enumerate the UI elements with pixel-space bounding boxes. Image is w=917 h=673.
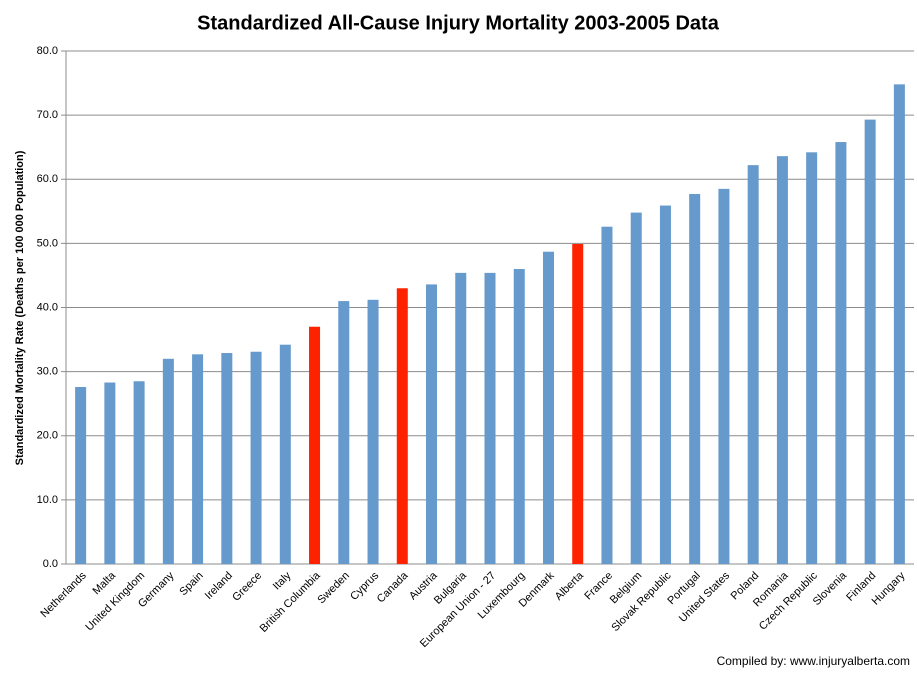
bar (367, 299, 379, 564)
y-tick-label: 0.0 (43, 558, 58, 570)
y-tick-label: 40.0 (37, 301, 58, 313)
bar (806, 152, 818, 564)
x-tick-label: Spain (177, 570, 205, 598)
y-tick-label: 50.0 (37, 237, 58, 249)
bar (309, 326, 321, 564)
bar (279, 344, 291, 564)
y-axis-label: Standardized Mortality Rate (Deaths per … (14, 150, 26, 465)
y-tick-label: 10.0 (37, 494, 58, 506)
bar (513, 269, 525, 564)
bar (601, 226, 613, 564)
bar (659, 205, 671, 564)
bar (484, 272, 496, 564)
bar (396, 288, 408, 564)
bar (893, 84, 905, 564)
bar (835, 142, 847, 564)
bar (426, 284, 438, 564)
bar (542, 251, 554, 564)
y-tick-label: 60.0 (37, 173, 58, 185)
x-tick-label: Italy (271, 569, 294, 592)
bar (162, 358, 174, 564)
x-tick-label: Alberta (553, 569, 587, 603)
bar (75, 387, 87, 564)
y-tick-label: 20.0 (37, 430, 58, 442)
y-tick-label: 80.0 (37, 45, 58, 57)
bar (133, 381, 145, 564)
bar (689, 193, 701, 564)
bar (221, 353, 233, 564)
x-tick-label: Slovenia (811, 569, 850, 608)
chart-title: Standardized All-Cause Injury Mortality … (197, 12, 720, 34)
x-tick-label: Hungary (870, 569, 908, 607)
bar (572, 244, 584, 565)
y-tick-label: 30.0 (37, 366, 58, 378)
bar (747, 165, 759, 564)
x-tick-label: Netherlands (38, 569, 89, 620)
bar (250, 351, 262, 564)
x-tick-label: Ireland (203, 570, 235, 602)
bar (776, 156, 788, 565)
bar (630, 212, 642, 564)
x-tick-label: Sweden (315, 570, 352, 607)
bar (338, 301, 350, 564)
bar (718, 188, 730, 564)
source-note: Compiled by: www.injuryalberta.com (717, 654, 910, 668)
bar (864, 119, 876, 565)
y-tick-label: 70.0 (37, 109, 58, 121)
bar (192, 354, 204, 564)
x-tick-label: Canada (375, 569, 411, 605)
bar (104, 382, 116, 564)
bar (455, 272, 467, 564)
x-tick-label: Greece (230, 570, 264, 604)
